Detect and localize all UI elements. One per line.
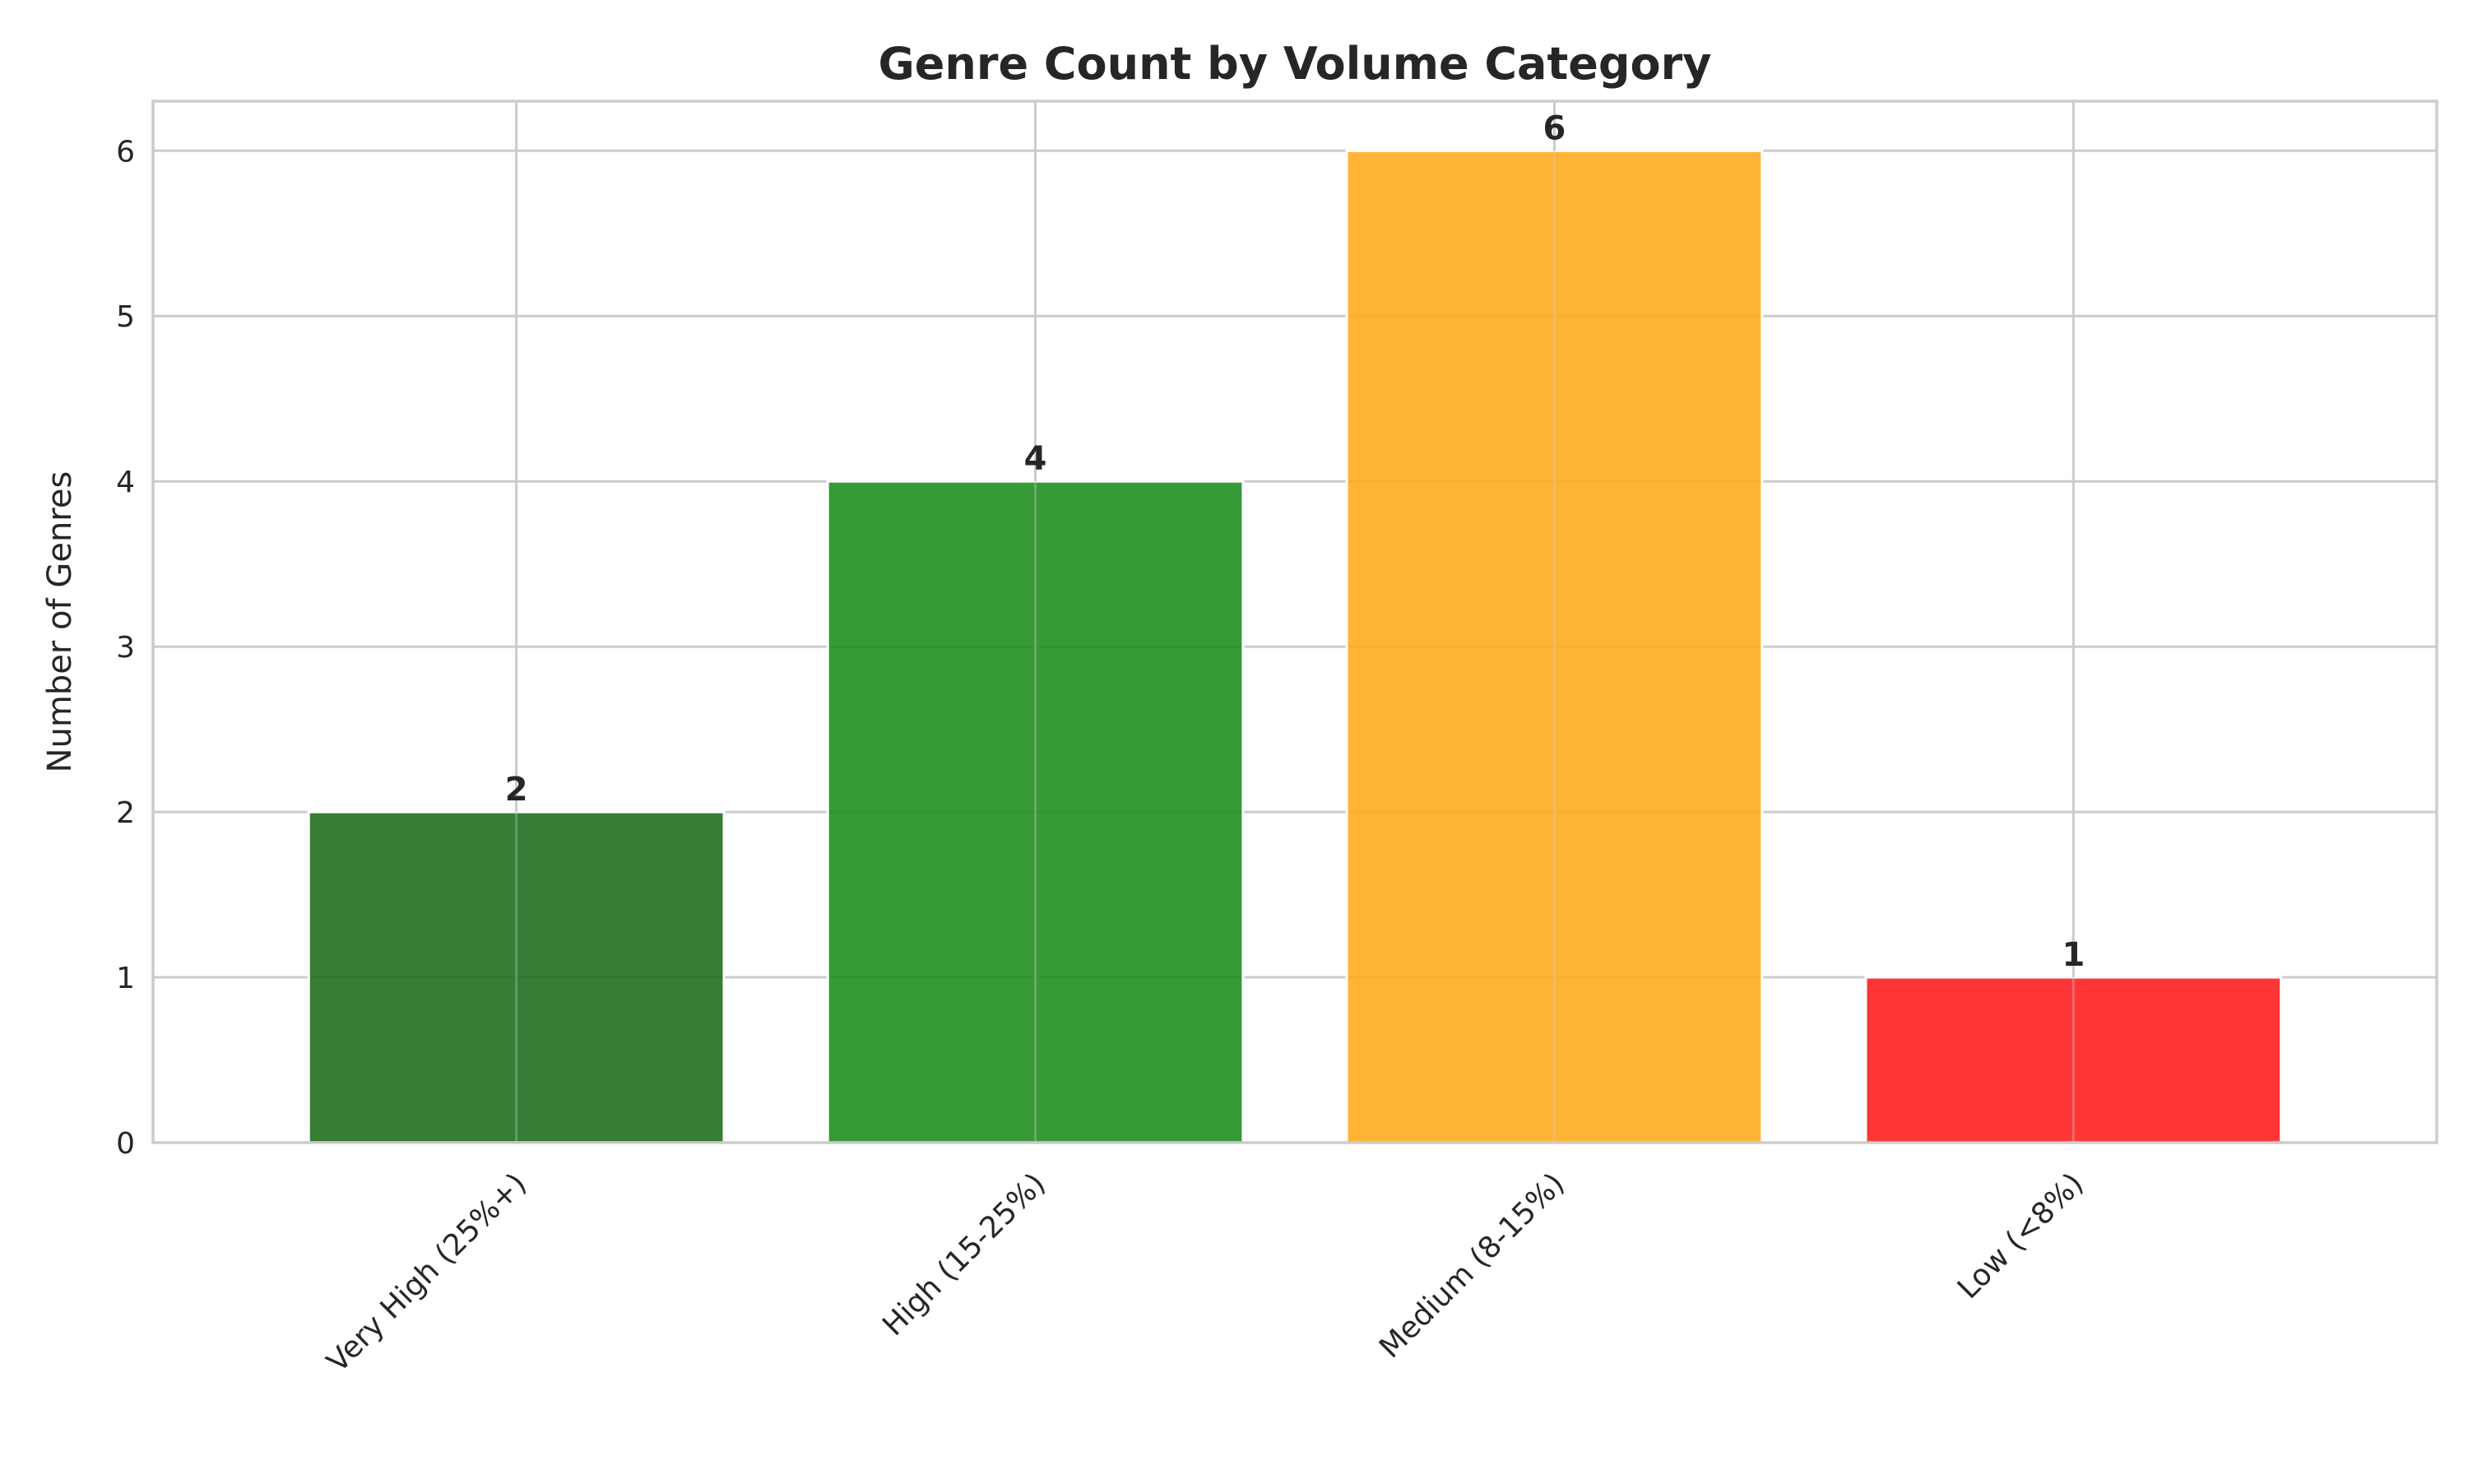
y-tick-label: 5 xyxy=(116,300,135,334)
y-tick-label: 1 xyxy=(116,962,135,995)
bar-value-label: 1 xyxy=(2062,936,2085,974)
vertical-grid-lines xyxy=(515,101,2075,1143)
bar xyxy=(826,480,1245,1144)
bar-value-label: 6 xyxy=(1543,109,1566,147)
bar-value-label: 4 xyxy=(1024,440,1047,478)
y-tick-label: 2 xyxy=(116,796,135,830)
y-axis-label: Number of Genres xyxy=(41,471,79,773)
plot-frame xyxy=(151,100,2438,1144)
y-tick-label: 3 xyxy=(116,631,135,665)
y-tick-labels: 0 1 2 3 4 5 6 xyxy=(116,135,135,1161)
chart-title: Genre Count by Volume Category xyxy=(878,38,1711,90)
y-tick-label: 0 xyxy=(116,1127,135,1161)
bar xyxy=(1864,976,2283,1144)
bar-value-label: 2 xyxy=(505,771,528,809)
y-tick-label: 6 xyxy=(116,135,135,169)
y-tick-label: 4 xyxy=(116,466,135,499)
data-labels: 2 4 6 1 xyxy=(505,109,2085,974)
